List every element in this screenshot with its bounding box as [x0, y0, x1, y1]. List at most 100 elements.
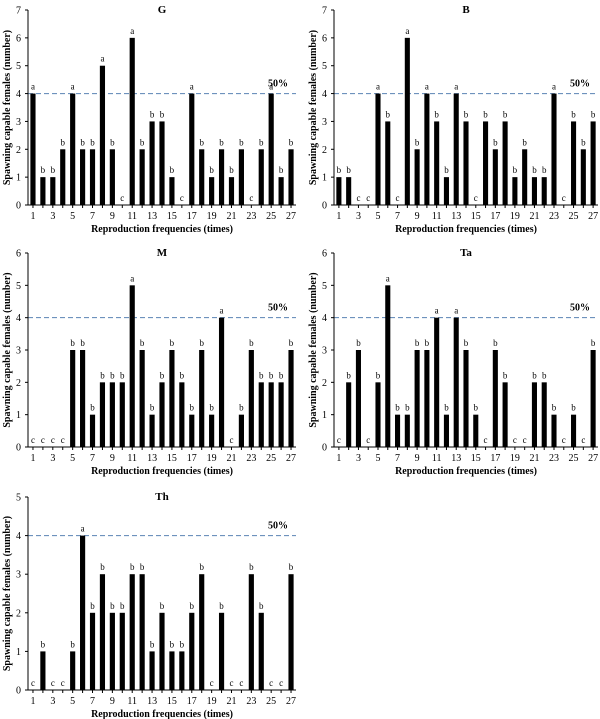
- bar-letter-label: a: [130, 26, 134, 36]
- x-tick-label: 3: [356, 211, 361, 222]
- bar: [149, 121, 155, 205]
- bar-letter-label: a: [190, 82, 194, 92]
- x-tick-label: 19: [207, 453, 217, 464]
- y-tick-label: 6: [322, 249, 327, 260]
- bar-letter-label: c: [396, 193, 400, 203]
- bar-letter-label: b: [425, 338, 430, 348]
- bar-letter-label: c: [249, 193, 253, 203]
- x-tick-label: 19: [207, 696, 217, 707]
- bar-letter-label: a: [552, 82, 556, 92]
- bar-letter-label: c: [337, 435, 341, 445]
- x-tick-label: 17: [490, 211, 500, 222]
- x-tick-label: 27: [588, 211, 598, 222]
- y-tick-label: 7: [16, 6, 21, 17]
- bar-letter-label: b: [279, 370, 284, 380]
- bar-letter-label: c: [31, 678, 35, 688]
- x-tick-label: 21: [226, 211, 236, 222]
- bar: [119, 612, 125, 690]
- bar: [129, 37, 135, 205]
- x-tick-label: 9: [415, 211, 420, 222]
- x-tick-label: 3: [356, 453, 361, 464]
- x-tick-label: 11: [127, 453, 137, 464]
- bar: [40, 177, 46, 205]
- panel-title: M: [157, 247, 168, 259]
- bar: [288, 574, 294, 690]
- bar: [375, 93, 381, 205]
- x-tick-label: 1: [30, 696, 35, 707]
- bar-letter-label: b: [376, 370, 381, 380]
- threshold-label: 50%: [570, 303, 590, 314]
- bar: [355, 350, 361, 447]
- x-tick-label: 7: [90, 453, 95, 464]
- bar: [89, 612, 96, 690]
- bar: [375, 382, 381, 447]
- bar-letter-label: b: [279, 165, 284, 175]
- bar-letter-label: b: [532, 370, 537, 380]
- x-tick-label: 19: [510, 453, 520, 464]
- bar: [179, 382, 185, 447]
- bar: [483, 121, 489, 205]
- bar: [502, 121, 508, 205]
- bar-letter-label: b: [289, 137, 294, 147]
- x-tick-label: 15: [471, 453, 481, 464]
- y-axis-title: Spawning capable females (number): [2, 30, 13, 185]
- bar-letter-label: b: [464, 109, 469, 119]
- bar-letter-label: b: [513, 165, 518, 175]
- x-tick-label: 13: [147, 211, 157, 222]
- bar-letter-label: a: [31, 82, 35, 92]
- panel-title: G: [158, 4, 167, 16]
- bar-letter-label: b: [199, 137, 204, 147]
- x-tick-label: 19: [510, 211, 520, 222]
- bar-letter-label: c: [120, 193, 124, 203]
- bar-letter-label: b: [542, 165, 547, 175]
- bar: [404, 37, 410, 205]
- x-tick-label: 23: [246, 211, 256, 222]
- bar-letter-label: b: [209, 165, 214, 175]
- x-tick-label: 15: [167, 453, 177, 464]
- bar: [434, 121, 440, 205]
- bar-letter-label: a: [454, 82, 458, 92]
- x-tick-label: 15: [471, 211, 481, 222]
- bar-letter-label: b: [100, 370, 105, 380]
- bar-letter-label: a: [71, 82, 75, 92]
- bar: [492, 149, 498, 205]
- y-axis-title: Spawning capable females (number): [308, 272, 319, 427]
- bar-letter-label: b: [41, 639, 46, 649]
- bar-letter-label: a: [376, 82, 380, 92]
- bar: [492, 350, 498, 447]
- bar: [571, 414, 577, 447]
- bar-letter-label: b: [170, 165, 175, 175]
- bar-letter-label: c: [51, 435, 55, 445]
- x-tick-label: 21: [529, 453, 539, 464]
- bar: [50, 177, 56, 205]
- bar-letter-label: a: [220, 306, 224, 316]
- bar: [218, 317, 225, 447]
- bar-letter-label: b: [405, 403, 410, 413]
- bar-letter-label: b: [474, 403, 479, 413]
- x-tick-label: 21: [226, 696, 236, 707]
- y-tick-label: 5: [16, 493, 21, 504]
- y-tick-label: 2: [322, 378, 327, 389]
- bar: [199, 350, 205, 447]
- bar-letter-label: b: [170, 639, 175, 649]
- bar-letter-label: b: [444, 165, 449, 175]
- bar-letter-label: b: [120, 601, 125, 611]
- bar-letter-label: b: [356, 338, 361, 348]
- bar: [288, 149, 294, 205]
- panel-title: B: [462, 4, 470, 16]
- y-tick-label: 6: [16, 33, 21, 44]
- bar-letter-label: b: [483, 109, 488, 119]
- panel-title: Th: [155, 491, 168, 503]
- x-tick-label: 11: [127, 211, 137, 222]
- x-tick-label: 5: [376, 211, 381, 222]
- threshold-label: 50%: [268, 303, 288, 314]
- bar: [278, 382, 284, 447]
- bar-letter-label: b: [542, 370, 547, 380]
- x-tick-label: 9: [110, 453, 115, 464]
- bar: [30, 93, 36, 205]
- bar-letter-label: c: [180, 193, 184, 203]
